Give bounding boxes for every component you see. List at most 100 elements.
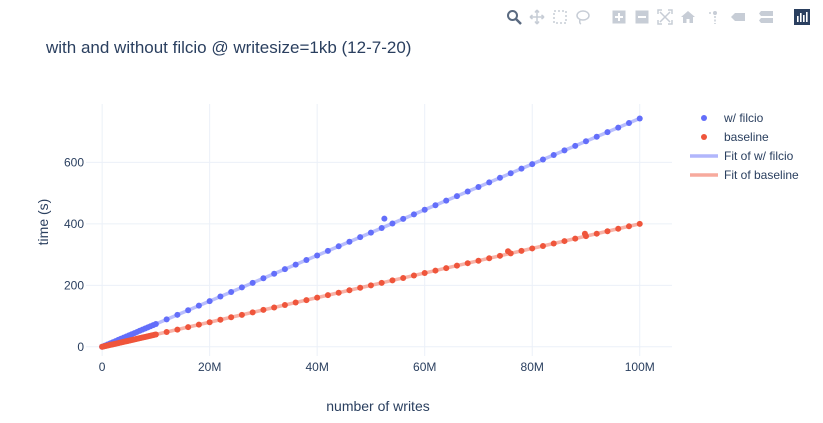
data-point xyxy=(206,319,213,326)
y-axis-ticks: 0 200 400 600 xyxy=(64,155,84,353)
data-point xyxy=(206,298,213,305)
data-point xyxy=(271,270,278,277)
data-point xyxy=(475,183,482,190)
legend-item[interactable]: Fit of baseline xyxy=(690,168,799,182)
legend-item[interactable]: w/ filcio xyxy=(701,111,764,125)
data-point xyxy=(228,288,235,295)
y-tick-label: 0 xyxy=(77,340,84,354)
data-point xyxy=(324,247,331,254)
data-point xyxy=(464,260,471,267)
data-point xyxy=(238,311,245,318)
zoom-in-button[interactable] xyxy=(610,8,628,26)
data-point xyxy=(357,284,364,291)
data-point xyxy=(636,220,643,227)
data-point xyxy=(604,228,611,235)
legend-label: Fit of w/ filcio xyxy=(724,149,794,163)
autoscale-button[interactable] xyxy=(656,8,674,26)
data-point xyxy=(410,272,417,279)
data-points xyxy=(99,115,643,350)
data-point xyxy=(314,252,321,259)
chart-title: with and without filcio @ writesize=1kb … xyxy=(45,38,411,57)
pan-icon xyxy=(529,9,545,25)
data-point-outlier xyxy=(581,230,588,237)
zoom-button[interactable] xyxy=(505,8,523,26)
x-tick-label: 40M xyxy=(306,360,329,374)
data-point xyxy=(152,331,159,338)
data-point xyxy=(529,245,536,252)
plotly-logo-button[interactable] xyxy=(793,8,811,26)
data-point xyxy=(421,270,428,277)
box-select-icon xyxy=(553,10,567,24)
x-tick-label: 80M xyxy=(521,360,544,374)
legend-item[interactable]: Fit of w/ filcio xyxy=(690,149,794,163)
data-point xyxy=(582,138,589,145)
data-point xyxy=(292,299,299,306)
data-point xyxy=(195,321,202,328)
legend-item[interactable]: baseline xyxy=(701,130,769,144)
data-point xyxy=(314,294,321,301)
x-axis-ticks: 0 20M 40M 60M 80M 100M xyxy=(99,360,655,374)
spike-lines-button[interactable] xyxy=(706,8,724,26)
data-point xyxy=(389,277,396,284)
data-point xyxy=(303,297,310,304)
pan-button[interactable] xyxy=(528,8,546,26)
reset-axes-icon xyxy=(681,11,695,23)
x-tick-label: 100M xyxy=(625,360,655,374)
data-point xyxy=(346,287,353,294)
data-point xyxy=(496,174,503,181)
data-point xyxy=(550,240,557,247)
data-point xyxy=(303,257,310,264)
data-point-outlier xyxy=(381,215,388,222)
data-point xyxy=(163,316,170,323)
data-point xyxy=(636,115,643,122)
data-point xyxy=(346,238,353,245)
zoom-in-icon xyxy=(612,10,626,24)
data-point xyxy=(378,225,385,232)
data-point xyxy=(281,266,288,273)
data-point xyxy=(400,215,407,222)
data-point xyxy=(453,193,460,200)
autoscale-icon xyxy=(657,9,673,25)
data-point xyxy=(260,275,267,282)
data-point xyxy=(217,293,224,300)
data-point xyxy=(432,202,439,209)
data-point xyxy=(604,129,611,136)
data-point xyxy=(593,133,600,140)
data-point xyxy=(572,235,579,242)
x-axis-label: number of writes xyxy=(326,398,429,414)
data-point xyxy=(367,282,374,289)
x-tick-label: 0 xyxy=(99,360,106,374)
zoom-out-button[interactable] xyxy=(633,8,651,26)
data-point xyxy=(539,156,546,163)
zoom-out-icon xyxy=(635,10,649,24)
data-point xyxy=(464,188,471,195)
data-point xyxy=(625,120,632,127)
hover-closest-button[interactable] xyxy=(729,8,747,26)
data-point xyxy=(453,262,460,269)
y-tick-label: 400 xyxy=(64,217,84,231)
data-point xyxy=(507,170,514,177)
data-point xyxy=(163,329,170,336)
data-point xyxy=(228,314,235,321)
data-point xyxy=(195,302,202,309)
data-point xyxy=(185,324,192,331)
box-select-button[interactable] xyxy=(551,8,569,26)
lasso-select-button[interactable] xyxy=(574,8,592,26)
hover-closest-icon xyxy=(731,13,745,21)
data-point xyxy=(174,326,181,333)
y-tick-label: 600 xyxy=(64,155,84,169)
data-point xyxy=(432,267,439,274)
hover-compare-button[interactable] xyxy=(757,8,775,26)
data-point xyxy=(615,124,622,131)
data-point xyxy=(615,225,622,232)
legend-label: baseline xyxy=(724,130,769,144)
legend: w/ filcio baseline Fit of w/ filcio Fit of … xyxy=(690,111,799,182)
data-point xyxy=(152,320,159,327)
reset-axes-button[interactable] xyxy=(679,8,697,26)
data-point xyxy=(572,142,579,149)
y-tick-label: 200 xyxy=(64,278,84,292)
plotly-logo-icon xyxy=(794,9,810,25)
data-point xyxy=(486,255,493,262)
data-point xyxy=(238,284,245,291)
